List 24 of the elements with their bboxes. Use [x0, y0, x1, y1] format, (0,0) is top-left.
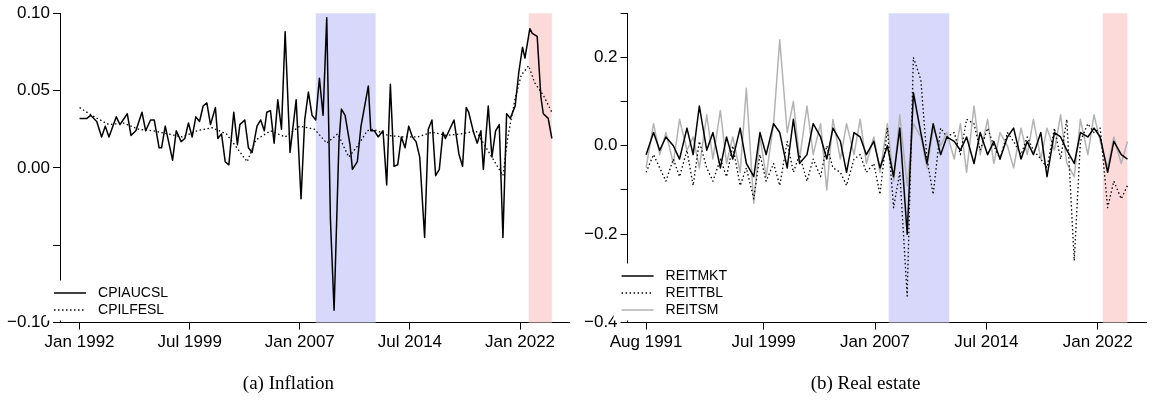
x-tick-label: Jul 1999 — [731, 332, 796, 352]
legend-label: REITTBL — [665, 283, 724, 300]
y-tick-label: −0.2 — [584, 223, 618, 243]
x-tick-label: Aug 1991 — [609, 332, 683, 352]
y-tick-label: 0.00 — [16, 157, 51, 177]
x-tick-label: Jan 1992 — [44, 332, 115, 352]
text: (b) Real estate — [809, 372, 922, 394]
x-tick-label: Jan 2022 — [485, 332, 556, 352]
x-tick-label: Jul 2014 — [954, 332, 1019, 352]
legend-label: REITSM — [665, 300, 719, 317]
x-tick-label: Jan 2007 — [840, 332, 910, 352]
line-series — [645, 56, 1129, 297]
legend-label: CPIAUCSL — [98, 283, 169, 300]
x-tick-label: Jan 2022 — [1062, 332, 1133, 352]
legend-label: CPILFESL — [98, 300, 165, 317]
y-tick-label: 0.10 — [16, 2, 51, 22]
x-tick-label: Jan 2007 — [264, 332, 335, 352]
text: (a) Inflation — [241, 372, 336, 394]
legend-label: REITMKT — [665, 266, 728, 283]
y-tick-label: 0.2 — [593, 47, 618, 67]
y-tick-label: 0.0 — [593, 135, 618, 155]
x-tick-label: Jul 1999 — [157, 332, 222, 352]
y-tick-label: 0.05 — [16, 80, 51, 100]
x-tick-label: Jul 2014 — [377, 332, 443, 352]
